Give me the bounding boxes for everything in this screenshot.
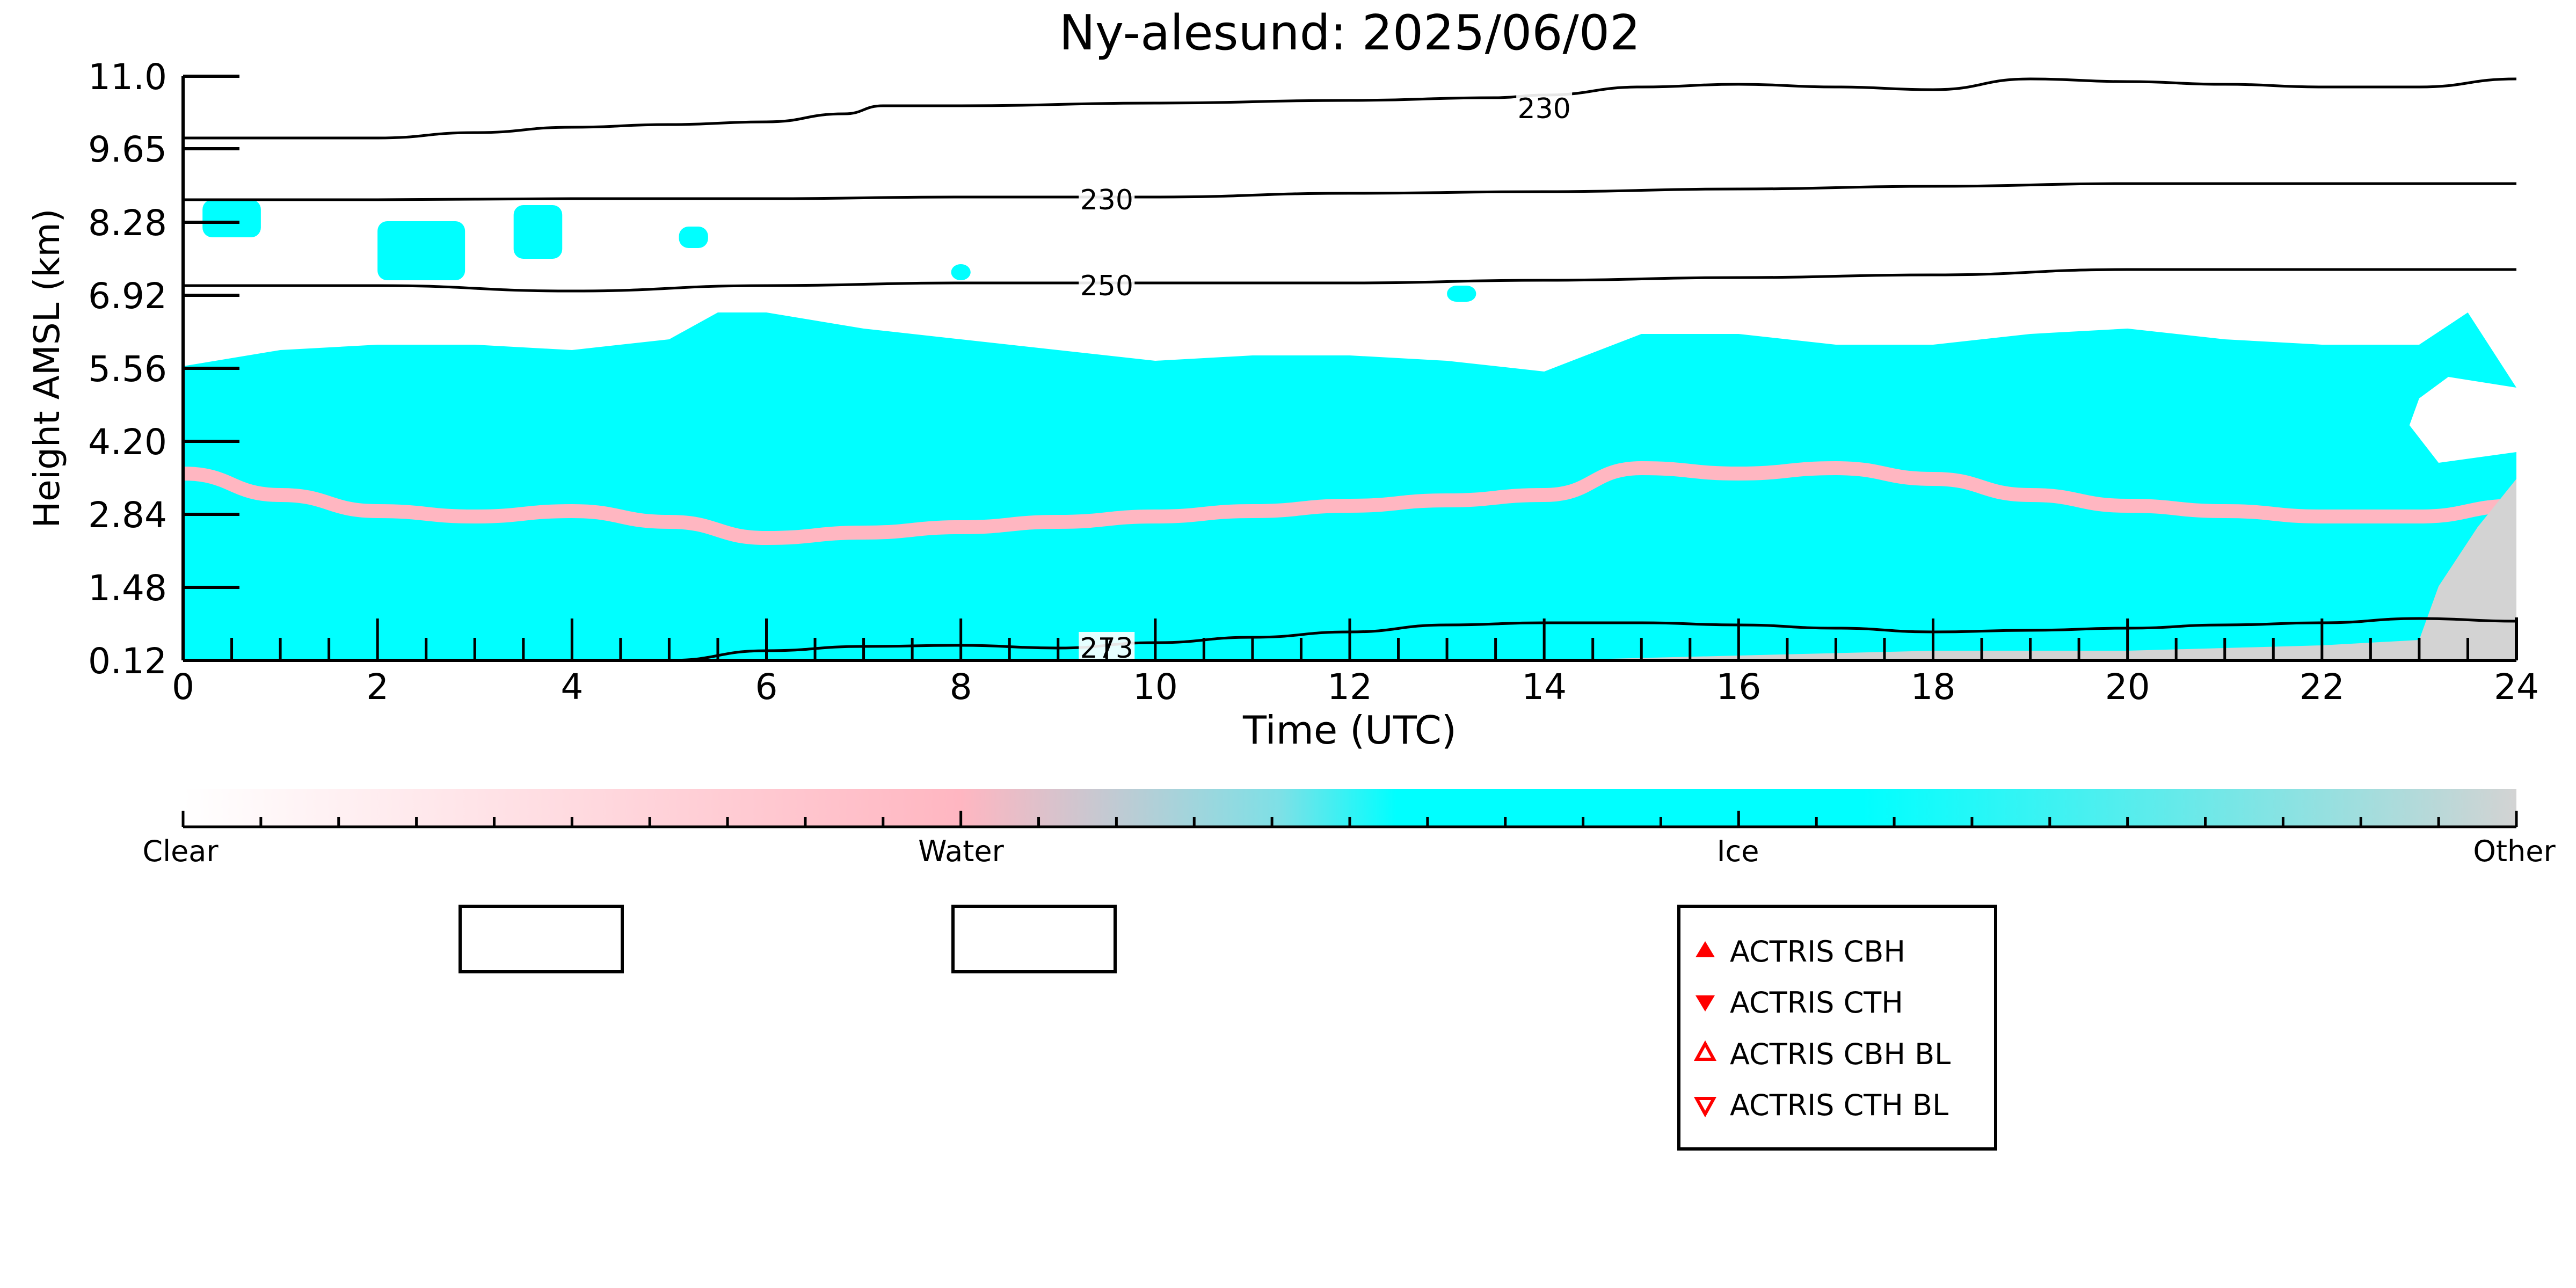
contour-label-2: 250 [1080, 270, 1133, 302]
y-tick-label: 1.48 [88, 567, 167, 609]
legend-label-cbh-bl: ACTRIS CBH BL [1730, 1037, 1951, 1071]
cth-marker-icon [1695, 995, 1715, 1012]
region-upper-ice-patches-1 [377, 221, 465, 280]
x-tick-label: 4 [561, 666, 583, 708]
region-upper-ice-patches-4 [951, 264, 971, 280]
x-tick-label: 22 [2300, 666, 2345, 708]
x-tick-label: 0 [172, 666, 194, 708]
colorbar-label-other: Other [2473, 834, 2556, 868]
legend-label-cth-bl: ACTRIS CTH BL [1730, 1088, 1948, 1122]
legend-label-cbh: ACTRIS CBH [1730, 935, 1905, 969]
x-tick-label: 6 [755, 666, 778, 708]
marker-legend-frame [1677, 905, 1997, 1151]
y-tick-label: 11.0 [88, 56, 167, 98]
region-liquid-layer [183, 461, 2516, 545]
contour-line-1 [183, 182, 2516, 201]
y-tick-label: 2.84 [88, 494, 167, 536]
colorbar-label-water: Water [918, 834, 1004, 868]
contour-label-0: 230 [1518, 93, 1571, 125]
y-tick-label: 8.28 [88, 202, 167, 244]
x-tick-label: 20 [2105, 666, 2150, 708]
colorbar: Clear Water Ice Other [142, 789, 2556, 868]
contour-label-1: 230 [1080, 184, 1133, 216]
y-tick-label: 0.12 [88, 641, 167, 682]
empty-legend-box-2 [951, 905, 1117, 973]
marker-legend: ACTRIS CBH ACTRIS CTH ACTRIS CBH BL ACTR… [1677, 905, 1997, 1151]
contour-line-3 [669, 617, 2516, 660]
empty-legend-box-1 [459, 905, 624, 973]
region-upper-ice-patches-2 [513, 205, 563, 259]
y-tick-label: 6.92 [88, 275, 167, 317]
x-axis-label: Time (UTC) [1242, 708, 1457, 753]
y-tick-label: 9.65 [88, 129, 167, 170]
x-tick-label: 24 [2494, 666, 2539, 708]
contour-line-2 [183, 268, 2516, 293]
y-tick-label: 4.20 [88, 421, 167, 463]
colorbar-label-clear: Clear [142, 834, 219, 868]
cbh-marker-icon [1695, 941, 1715, 957]
contour-label-bg-1 [1079, 184, 1135, 216]
contour-line-0 [183, 77, 2516, 140]
y-axis-label: Height AMSL (km) [26, 209, 68, 528]
chart-title: Ny-alesund: 2025/06/02 [1059, 5, 1641, 61]
legend-label-cth: ACTRIS CTH [1730, 986, 1903, 1020]
x-tick-label: 2 [366, 666, 389, 708]
colorbar-label-ice: Ice [1717, 834, 1759, 868]
x-tick-label: 18 [1911, 666, 1956, 708]
region-upper-ice-patches-5 [1447, 286, 1476, 302]
contour-label-bg-0 [1516, 92, 1573, 125]
y-tick-label: 5.56 [88, 348, 167, 390]
x-tick-label: 12 [1327, 666, 1372, 708]
x-tick-label: 10 [1133, 666, 1178, 708]
cth-bl-marker-icon [1693, 1097, 1717, 1118]
region-main-ice-cloud [183, 312, 2516, 660]
region-upper-ice-patches-3 [679, 227, 708, 248]
region-clear-gap [2409, 377, 2516, 463]
cbh-bl-marker-icon [1693, 1040, 1717, 1061]
region-upper-ice-patches-0 [202, 200, 261, 237]
x-tick-label: 16 [1716, 666, 1761, 708]
contour-label-bg-2 [1079, 270, 1135, 302]
x-tick-label: 8 [950, 666, 972, 708]
x-tick-label: 14 [1522, 666, 1567, 708]
